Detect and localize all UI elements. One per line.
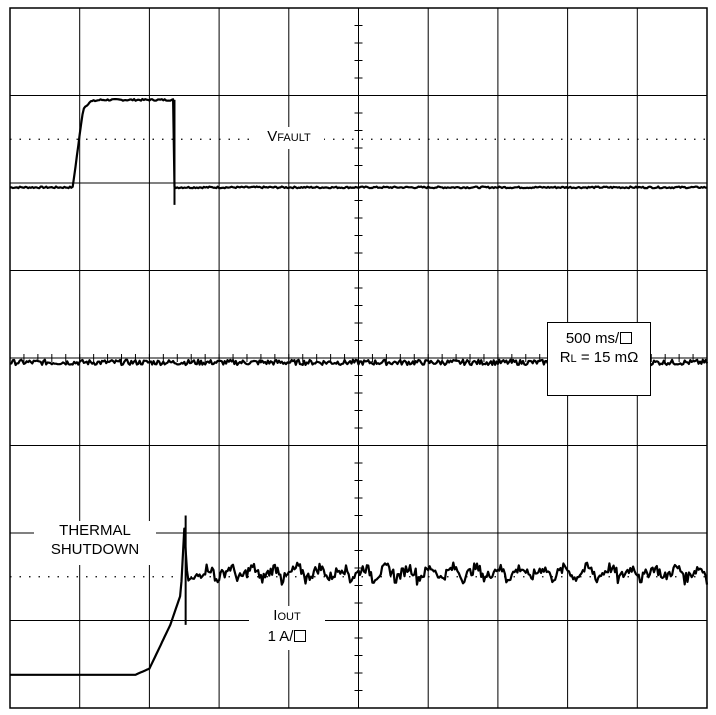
iout-label: IOUT 1 A/ [249, 606, 325, 650]
thermal-shutdown-label: THERMAL SHUTDOWN [34, 521, 156, 565]
vfault-label: VFAULT [254, 127, 324, 149]
scale-annotation-box: 500 ms/ RL = 15 mΩ [547, 322, 651, 396]
graticule [9, 7, 708, 709]
division-square-icon [294, 630, 307, 642]
waveforms [9, 97, 709, 676]
trace-line-1 [9, 97, 708, 190]
trace-line-3 [10, 527, 709, 676]
time-scale-label: 500 ms/ [548, 329, 650, 348]
division-square-icon [620, 332, 633, 344]
load-resistance-label: RL = 15 mΩ [559, 349, 639, 366]
